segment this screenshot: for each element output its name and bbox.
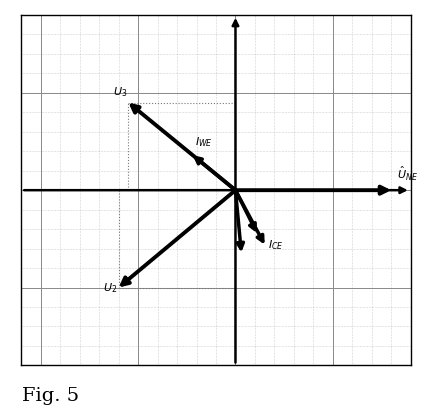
Text: $\hat{U}_{NE}$: $\hat{U}_{NE}$	[397, 165, 418, 183]
Text: $U_2$: $U_2$	[103, 281, 117, 295]
Text: $I_{CE}$: $I_{CE}$	[268, 239, 283, 252]
Text: Fig. 5: Fig. 5	[22, 387, 79, 405]
Text: $U_3$: $U_3$	[113, 85, 127, 99]
Text: $I_{WE}$: $I_{WE}$	[194, 135, 213, 149]
